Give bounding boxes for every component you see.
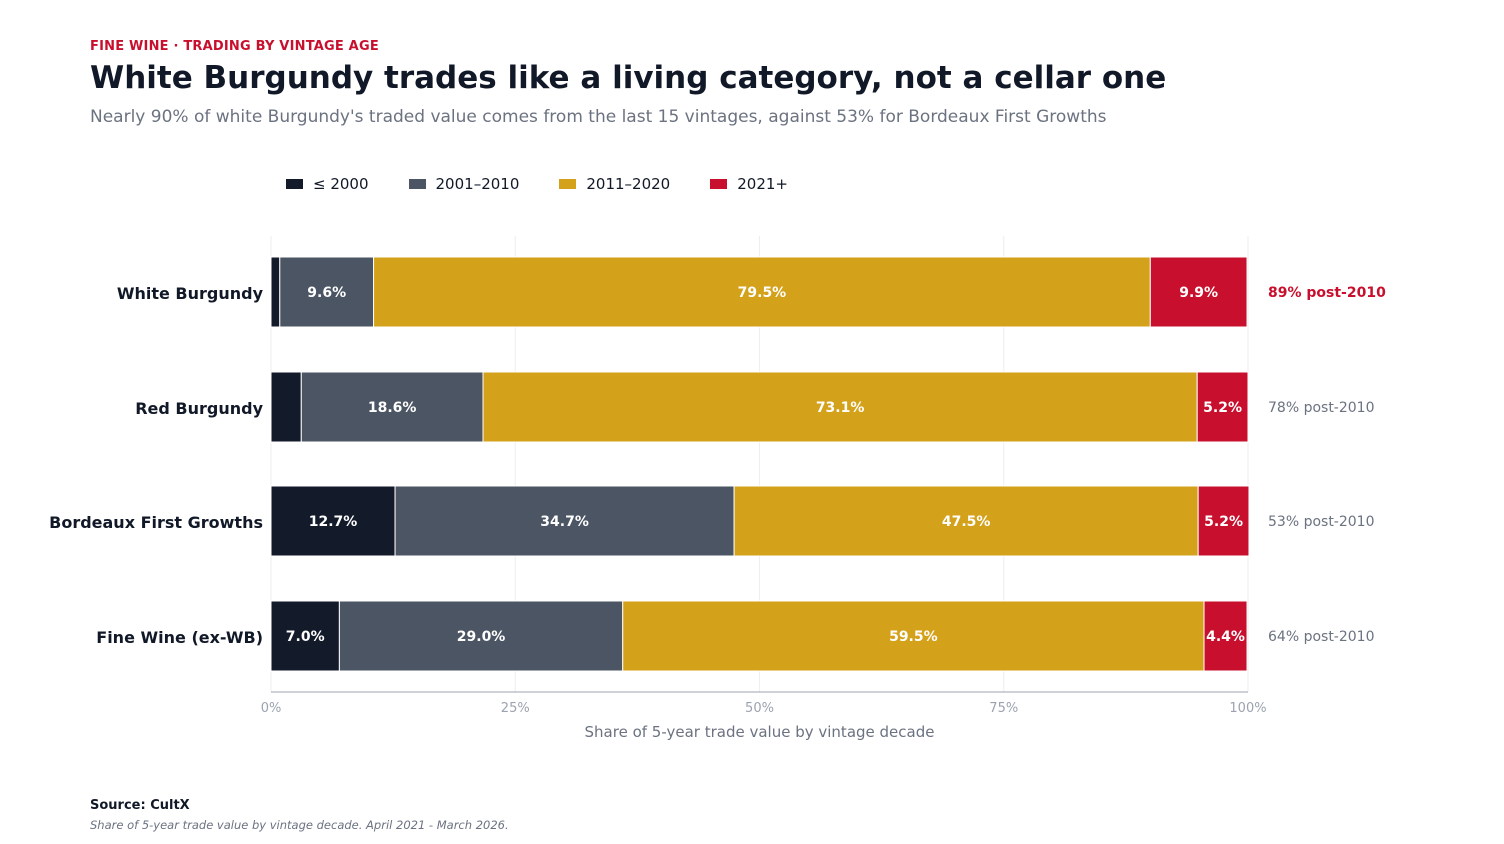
- bar-segment: [270, 371, 302, 443]
- legend-swatch: [559, 179, 577, 189]
- bar-segment: [482, 371, 1198, 443]
- bar-segment: [1196, 371, 1249, 443]
- bar-segment: [270, 256, 281, 328]
- bar-segment: [1197, 485, 1250, 557]
- segment-label: 4.4%: [1206, 629, 1245, 645]
- bar-segment: [394, 485, 735, 557]
- bar-segment: [733, 485, 1199, 557]
- segment-label: 34.7%: [540, 514, 589, 530]
- row-annotation: 64% post-2010: [1268, 629, 1374, 645]
- category-label: Bordeaux First Growths: [49, 513, 263, 532]
- bar-segment: [270, 600, 340, 672]
- chart-footnote: Share of 5-year trade value by vintage d…: [90, 818, 509, 832]
- category-label: Red Burgundy: [135, 399, 263, 418]
- segment-label: 73.1%: [816, 400, 865, 416]
- segment-label: 7.0%: [286, 629, 325, 645]
- segment-label: 5.2%: [1204, 514, 1243, 530]
- chart-subtitle: Nearly 90% of white Burgundy's traded va…: [90, 107, 1107, 127]
- bar-segment: [622, 600, 1205, 672]
- x-axis-title: Share of 5-year trade value by vintage d…: [585, 723, 935, 741]
- category-label: Fine Wine (ex-WB): [96, 628, 263, 647]
- bar-segment: [338, 600, 624, 672]
- legend-item-2011-2020: 2011–2020: [559, 175, 670, 193]
- row-annotation: 89% post-2010: [1268, 285, 1386, 301]
- bar-segment: [300, 371, 484, 443]
- row-annotation: 78% post-2010: [1268, 400, 1374, 416]
- segment-label: 5.2%: [1203, 400, 1242, 416]
- category-label: White Burgundy: [117, 284, 264, 303]
- segment-label: 79.5%: [738, 285, 787, 301]
- segment-label: 18.6%: [368, 400, 417, 416]
- legend-swatch: [710, 179, 728, 189]
- legend-swatch: [286, 179, 303, 189]
- row-annotation: 53% post-2010: [1268, 514, 1374, 530]
- legend-swatch: [408, 179, 426, 189]
- segment-label: 9.9%: [1179, 285, 1218, 301]
- x-tick-label: 75%: [989, 701, 1018, 716]
- bar-segment: [373, 256, 1151, 328]
- segment-label: 29.0%: [457, 629, 506, 645]
- legend-item-2001-2010: 2001–2010: [408, 175, 520, 193]
- segment-label: 12.7%: [309, 514, 358, 530]
- bar-segment: [1149, 256, 1248, 328]
- legend-label: 2021+: [737, 175, 788, 193]
- chart-legend: ≤ 2000 2001–2010 2011–2020 2021+: [286, 175, 828, 193]
- segment-label: 47.5%: [942, 514, 991, 530]
- legend-label: 2001–2010: [435, 175, 520, 193]
- segment-label: 59.5%: [889, 629, 938, 645]
- segment-label: 9.6%: [307, 285, 346, 301]
- legend-label: ≤ 2000: [313, 175, 369, 193]
- x-tick-label: 25%: [501, 701, 530, 716]
- legend-item-pre-2000: ≤ 2000: [286, 175, 369, 193]
- x-tick-label: 100%: [1229, 701, 1266, 716]
- chart-eyebrow: FINE WINE · TRADING BY VINTAGE AGE: [90, 39, 379, 54]
- bar-segment: [270, 485, 396, 557]
- legend-item-2021-plus: 2021+: [710, 175, 788, 193]
- x-tick-label: 0%: [261, 701, 282, 716]
- x-tick-label: 50%: [745, 701, 774, 716]
- bar-segment: [1203, 600, 1248, 672]
- legend-label: 2011–2020: [586, 175, 671, 193]
- chart-source: Source: CultX: [90, 798, 190, 813]
- chart-title: White Burgundy trades like a living cate…: [90, 60, 1167, 96]
